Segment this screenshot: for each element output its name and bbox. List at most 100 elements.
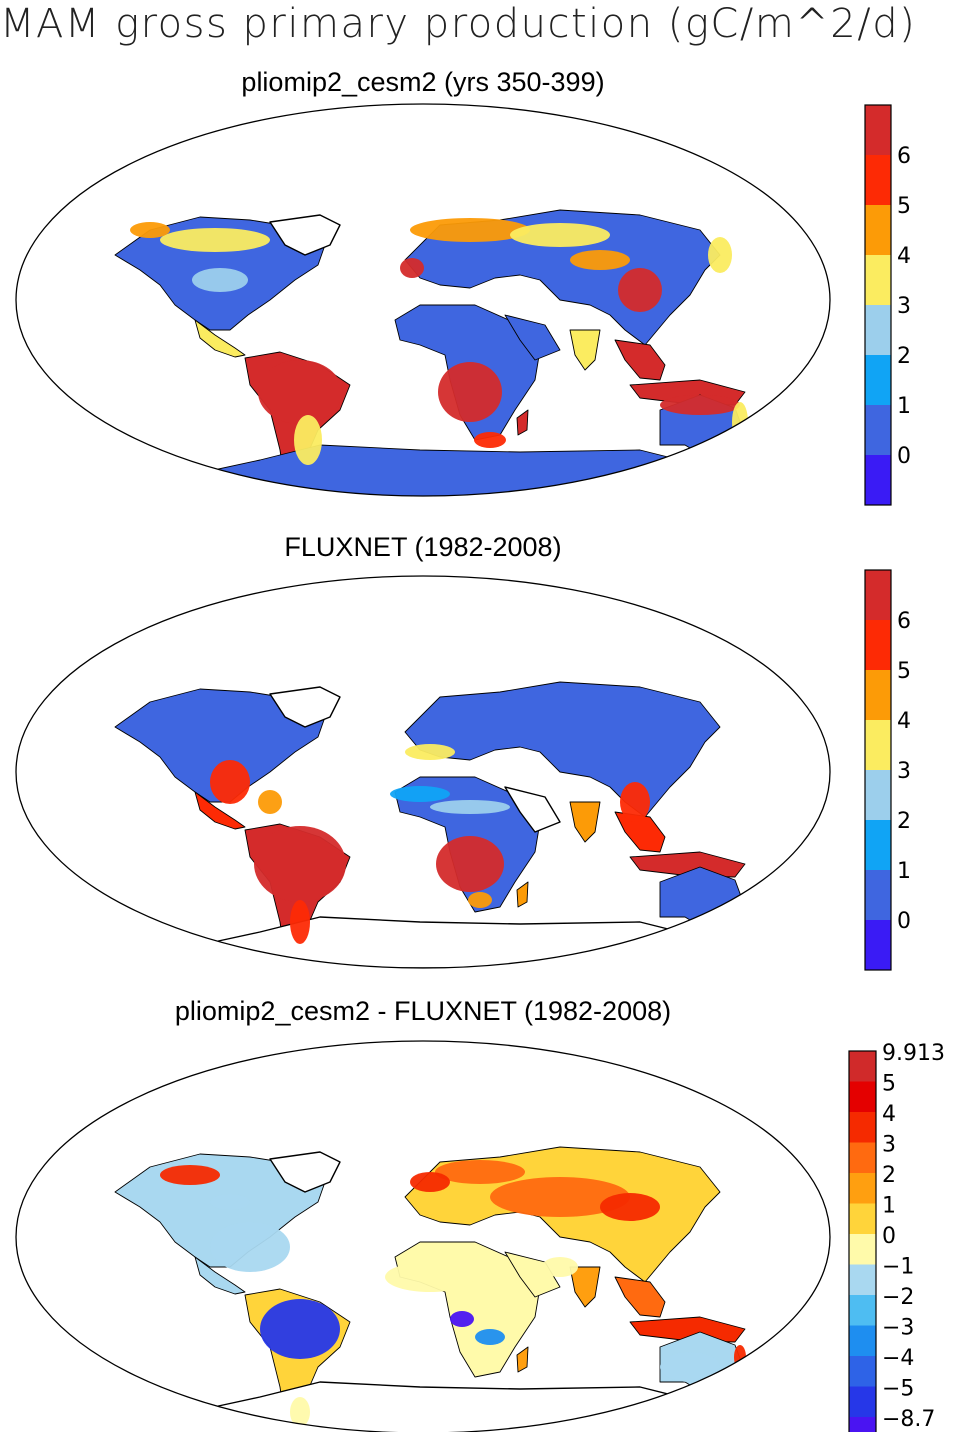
- field-patch: [160, 228, 270, 252]
- colorbar-box: [865, 305, 891, 355]
- figure-title: MAM gross primary production (gC/m^2/d): [0, 1, 917, 47]
- land-ca: [194, 1256, 246, 1295]
- colorbar-box: [865, 570, 891, 620]
- field-patch: [130, 222, 170, 238]
- land-mad: [516, 881, 529, 908]
- colorbar-box: [849, 1325, 876, 1356]
- field-patch: [410, 218, 530, 242]
- colorbar-box: [865, 770, 891, 820]
- colorbar-box: [865, 255, 891, 305]
- field-patch: [390, 786, 450, 802]
- field-patch: [660, 1352, 720, 1382]
- field-patch: [290, 1397, 310, 1427]
- field-patch: [618, 268, 662, 312]
- colorbar-box: [865, 920, 891, 970]
- colorbar-label: 0: [897, 909, 911, 934]
- field-patch: [385, 1262, 475, 1292]
- colorbar-label: 6: [897, 609, 911, 634]
- land-idn: [629, 1316, 746, 1343]
- land-idn: [629, 851, 746, 878]
- field-patch: [210, 1194, 250, 1210]
- field-patch: [210, 760, 250, 804]
- ocean-area: [16, 576, 830, 968]
- colorbar-diff: 9.913 5 4 3 2 1 0 −1 −2 −3 −4 −5 −8.7: [848, 1041, 945, 1432]
- land-ar: [504, 786, 561, 833]
- colorbar-box: [849, 1264, 876, 1295]
- colorbar-label: −2: [882, 1285, 914, 1310]
- colorbar-label: 6: [897, 144, 911, 169]
- field-patch: [400, 258, 424, 278]
- map-panel-model: [15, 103, 831, 497]
- field-patch: [708, 237, 732, 273]
- colorbar-label: 4: [882, 1102, 896, 1127]
- land-ar: [504, 1251, 561, 1298]
- field-patch: [474, 432, 506, 448]
- colorbar-label: 4: [897, 709, 911, 734]
- ocean-area: [16, 104, 830, 496]
- colorbar-box: [865, 720, 891, 770]
- field-patch: [510, 223, 610, 247]
- field-patch: [600, 1193, 660, 1221]
- field-patch: [468, 892, 492, 908]
- colorbar-box: [865, 455, 891, 505]
- field-patch: [570, 250, 630, 270]
- field-patch: [490, 1177, 630, 1217]
- colorbar-label: 5: [882, 1072, 896, 1097]
- land-ind: [569, 801, 601, 843]
- colorbar-box: [865, 205, 891, 255]
- colorbar-box: [849, 1173, 876, 1204]
- field-patch: [660, 395, 740, 415]
- colorbar-label: 3: [897, 294, 911, 319]
- colorbar-label: −3: [882, 1316, 914, 1341]
- field-patch: [475, 1329, 505, 1345]
- field-patch: [435, 1160, 525, 1184]
- field-patch: [294, 415, 322, 465]
- map-border: [15, 1040, 831, 1432]
- field-patch: [258, 360, 342, 424]
- land-gl: [269, 214, 341, 256]
- land-sea: [614, 1276, 666, 1318]
- colorbar-label: 2: [897, 344, 911, 369]
- colorbar-label: 1: [897, 859, 911, 884]
- colorbar-box: [849, 1417, 876, 1432]
- field-patch: [160, 1165, 220, 1185]
- colorbar-box: [865, 405, 891, 455]
- land-ca: [194, 319, 246, 358]
- land-gl: [269, 1151, 341, 1193]
- colorbar-box: [865, 620, 891, 670]
- colorbar-label: 3: [882, 1133, 896, 1158]
- colorbar-label: 4: [897, 244, 911, 269]
- colorbar-label: −8.7: [882, 1407, 935, 1432]
- land-mad: [516, 1346, 529, 1373]
- colorbar-label: 9.913: [882, 1041, 945, 1066]
- map-border: [15, 575, 831, 969]
- colorbar-box: [849, 1234, 876, 1265]
- field-patch: [192, 268, 248, 292]
- colorbar-label: −4: [882, 1346, 914, 1371]
- colorbar-label: 1: [882, 1194, 896, 1219]
- colorbar-label: 2: [897, 809, 911, 834]
- colorbar-box: [865, 105, 891, 155]
- ocean-area: [16, 1041, 830, 1432]
- field-patch: [210, 1222, 290, 1272]
- land-sea: [614, 339, 666, 381]
- field-patch: [430, 800, 510, 814]
- map-panel-diff: [15, 1040, 831, 1432]
- field-patch: [290, 900, 310, 944]
- map-panel-obs: [15, 575, 831, 969]
- colorbar-label: −1: [882, 1255, 914, 1280]
- colorbar-box: [865, 670, 891, 720]
- field-patch: [438, 362, 502, 422]
- colorbar-box: [865, 870, 891, 920]
- field-patch: [410, 1172, 450, 1192]
- land-ind: [569, 329, 601, 371]
- land-ind: [569, 1266, 601, 1308]
- colorbar-label: 0: [882, 1224, 896, 1249]
- colorbar-box: [849, 1295, 876, 1326]
- field-patch: [260, 1299, 340, 1359]
- field-patch: [542, 1257, 578, 1277]
- field-patch: [450, 1311, 474, 1327]
- panel-title-model: pliomip2_cesm2 (yrs 350-399): [241, 67, 605, 97]
- colorbar-frame: [864, 569, 892, 971]
